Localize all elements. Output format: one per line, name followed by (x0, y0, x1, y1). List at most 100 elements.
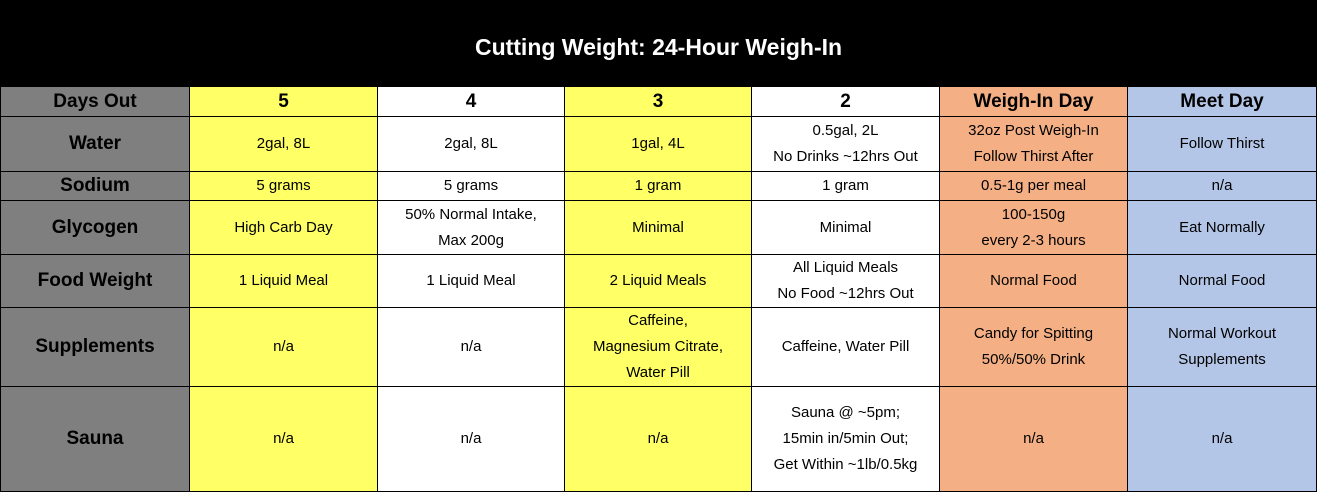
header-label-days-out: Days Out (0, 86, 190, 117)
cell-text-line: 100-150g (1001, 205, 1066, 223)
table-cell-water-col-4: 2gal, 8L (377, 116, 565, 172)
row-label-supplements: Supplements (0, 307, 190, 387)
table-cell-glycogen-meet-day: Eat Normally (1126, 200, 1317, 255)
row-label-sauna: Sauna (0, 386, 190, 492)
cell-text-line: Magnesium Citrate, (592, 338, 724, 355)
table-cell-sauna-meet-day: n/a (1126, 386, 1317, 492)
header-col-3: 3 (564, 86, 752, 117)
cell-text-line: 1 Liquid Meal (426, 272, 516, 289)
table-cell-glycogen-weigh-in-day: 100-150g every 2-3 hours (939, 200, 1128, 255)
table-cell-water-weigh-in-day: 32oz Post Weigh-In Follow Thirst After (939, 116, 1128, 172)
cell-text-line: Candy for Spitting (973, 325, 1094, 342)
header-col-weigh-in-day: Weigh-In Day (939, 86, 1128, 117)
table-cell-food-weight-weigh-in-day: Normal Food (939, 254, 1128, 308)
table-cell-sauna-col-2: Sauna @ ~5pm; 15min in/5min Out; Get Withi… (751, 386, 940, 492)
table-cell-food-weight-col-3: 2 Liquid Meals (564, 254, 752, 308)
cell-text-line: Caffeine, (628, 312, 688, 329)
table-cell-supplements-col-3: Caffeine, Magnesium Citrate, Water Pill (564, 307, 752, 387)
cell-text-line: n/a (647, 430, 669, 447)
cell-text-line: Normal Workout (1167, 325, 1277, 342)
cell-text-line: Minimal (632, 218, 684, 236)
cell-text-line: Sauna @ ~5pm; (790, 404, 901, 421)
cell-text-line: n/a (1023, 430, 1044, 447)
table-cell-food-weight-col-5: 1 Liquid Meal (189, 254, 378, 308)
table-cell-sodium-weigh-in-day: 0.5-1g per meal (939, 171, 1128, 201)
cell-text-line: 1 gram (822, 177, 869, 194)
cell-text-line: n/a (273, 430, 294, 447)
table-cell-glycogen-col-4: 50% Normal Intake, Max 200g (377, 200, 565, 255)
cell-text-line: 15min in/5min Out; (782, 430, 909, 447)
header-col-5: 5 (189, 86, 378, 117)
table-row-glycogen: Glycogen High Carb Day 50% Normal Intake, M… (0, 200, 1317, 255)
cell-text-line: No Drinks ~12hrs Out (773, 148, 918, 165)
cell-text-line: All Liquid Meals (792, 259, 899, 276)
title-row: Cutting Weight: 24-Hour Weigh-In (0, 0, 1317, 87)
cell-text-line: n/a (1211, 177, 1233, 194)
table-row-sodium: Sodium 5 grams 5 grams 1 gram 1 gram 0.5-1g p… (0, 171, 1317, 201)
table-cell-glycogen-col-2: Minimal (751, 200, 940, 255)
table-cell-sodium-col-2: 1 gram (751, 171, 940, 201)
table-cell-sodium-meet-day: n/a (1126, 171, 1317, 201)
table-cell-sauna-weigh-in-day: n/a (939, 386, 1128, 492)
table-cell-supplements-meet-day: Normal Workout Supplements (1126, 307, 1317, 387)
cell-text-line: 5 grams (256, 177, 311, 194)
table-cell-supplements-weigh-in-day: Candy for Spitting 50%/50% Drink (939, 307, 1128, 387)
cell-text-line: 2gal, 8L (256, 135, 311, 152)
cell-text-line: 1gal, 4L (631, 135, 685, 152)
table-cell-sodium-col-4: 5 grams (377, 171, 565, 201)
table-cell-supplements-col-2: Caffeine, Water Pill (751, 307, 940, 387)
header-col-meet-day: Meet Day (1126, 86, 1317, 117)
cell-text-line: High Carb Day (234, 218, 333, 236)
cell-text-line: Supplements (1178, 351, 1266, 368)
row-label-food-weight: Food Weight (0, 254, 190, 308)
table-cell-supplements-col-5: n/a (189, 307, 378, 387)
table-row-sauna: Sauna n/a n/a n/a Sauna @ ~5pm; 15min in/5min… (0, 386, 1317, 492)
cell-text-line: 2 Liquid Meals (609, 272, 707, 289)
cell-text-line: Normal Food (990, 272, 1077, 289)
cell-text-line: 50%/50% Drink (981, 351, 1086, 368)
table-row-water: Water 2gal, 8L 2gal, 8L 1gal, 4L 0.5gal, 2L N… (0, 116, 1317, 172)
cell-text-line: 5 grams (443, 177, 499, 194)
row-label-sodium: Sodium (0, 171, 190, 201)
table-cell-glycogen-col-5: High Carb Day (189, 200, 378, 255)
table-cell-food-weight-meet-day: Normal Food (1126, 254, 1317, 308)
table-cell-glycogen-col-3: Minimal (564, 200, 752, 255)
table-cell-water-col-5: 2gal, 8L (189, 116, 378, 172)
table-cell-water-col-3: 1gal, 4L (564, 116, 752, 172)
table-cell-food-weight-col-2: All Liquid Meals No Food ~12hrs Out (751, 254, 940, 308)
cell-text-line: n/a (460, 430, 482, 447)
table-cell-sauna-col-4: n/a (377, 386, 565, 492)
cell-text-line: 0.5gal, 2L (812, 122, 879, 139)
table-row-food-weight: Food Weight 1 Liquid Meal 1 Liquid Meal 2 L… (0, 254, 1317, 308)
table-cell-water-meet-day: Follow Thirst (1126, 116, 1317, 172)
table-cell-food-weight-col-4: 1 Liquid Meal (377, 254, 565, 308)
cell-text-line: n/a (460, 338, 482, 355)
row-label-glycogen: Glycogen (0, 200, 190, 255)
header-col-4: 4 (377, 86, 565, 117)
header-row: Days Out 5 4 3 2 Weigh-In Day Meet Day (0, 86, 1317, 117)
cell-text-line: Follow Thirst After (973, 148, 1094, 165)
cell-text-line: 2gal, 8L (444, 135, 498, 152)
header-col-2: 2 (751, 86, 940, 117)
cell-text-line: Minimal (819, 218, 872, 236)
cell-text-line: 0.5-1g per meal (980, 177, 1087, 194)
cell-text-line: Eat Normally (1179, 218, 1265, 236)
cell-text-line: Caffeine, Water Pill (781, 338, 910, 355)
table-title: Cutting Weight: 24-Hour Weigh-In (0, 0, 1317, 87)
row-label-water: Water (0, 116, 190, 172)
table-cell-supplements-col-4: n/a (377, 307, 565, 387)
cell-text-line: n/a (273, 338, 294, 355)
cell-text-line: every 2-3 hours (981, 231, 1086, 249)
cell-text-line: Water Pill (626, 364, 690, 381)
table-row-supplements: Supplements n/a n/a Caffeine, Magnesium Citr… (0, 307, 1317, 387)
cell-text-line: 1 Liquid Meal (238, 272, 329, 289)
cell-text-line: Max 200g (438, 231, 504, 249)
table-cell-sauna-col-5: n/a (189, 386, 378, 492)
cell-text-line: 50% Normal Intake, (405, 205, 537, 223)
table-cell-sodium-col-5: 5 grams (189, 171, 378, 201)
table-cell-sodium-col-3: 1 gram (564, 171, 752, 201)
cell-text-line: Normal Food (1178, 272, 1266, 289)
cell-text-line: 1 gram (634, 177, 682, 194)
cell-text-line: Get Within ~1lb/0.5kg (773, 456, 918, 473)
